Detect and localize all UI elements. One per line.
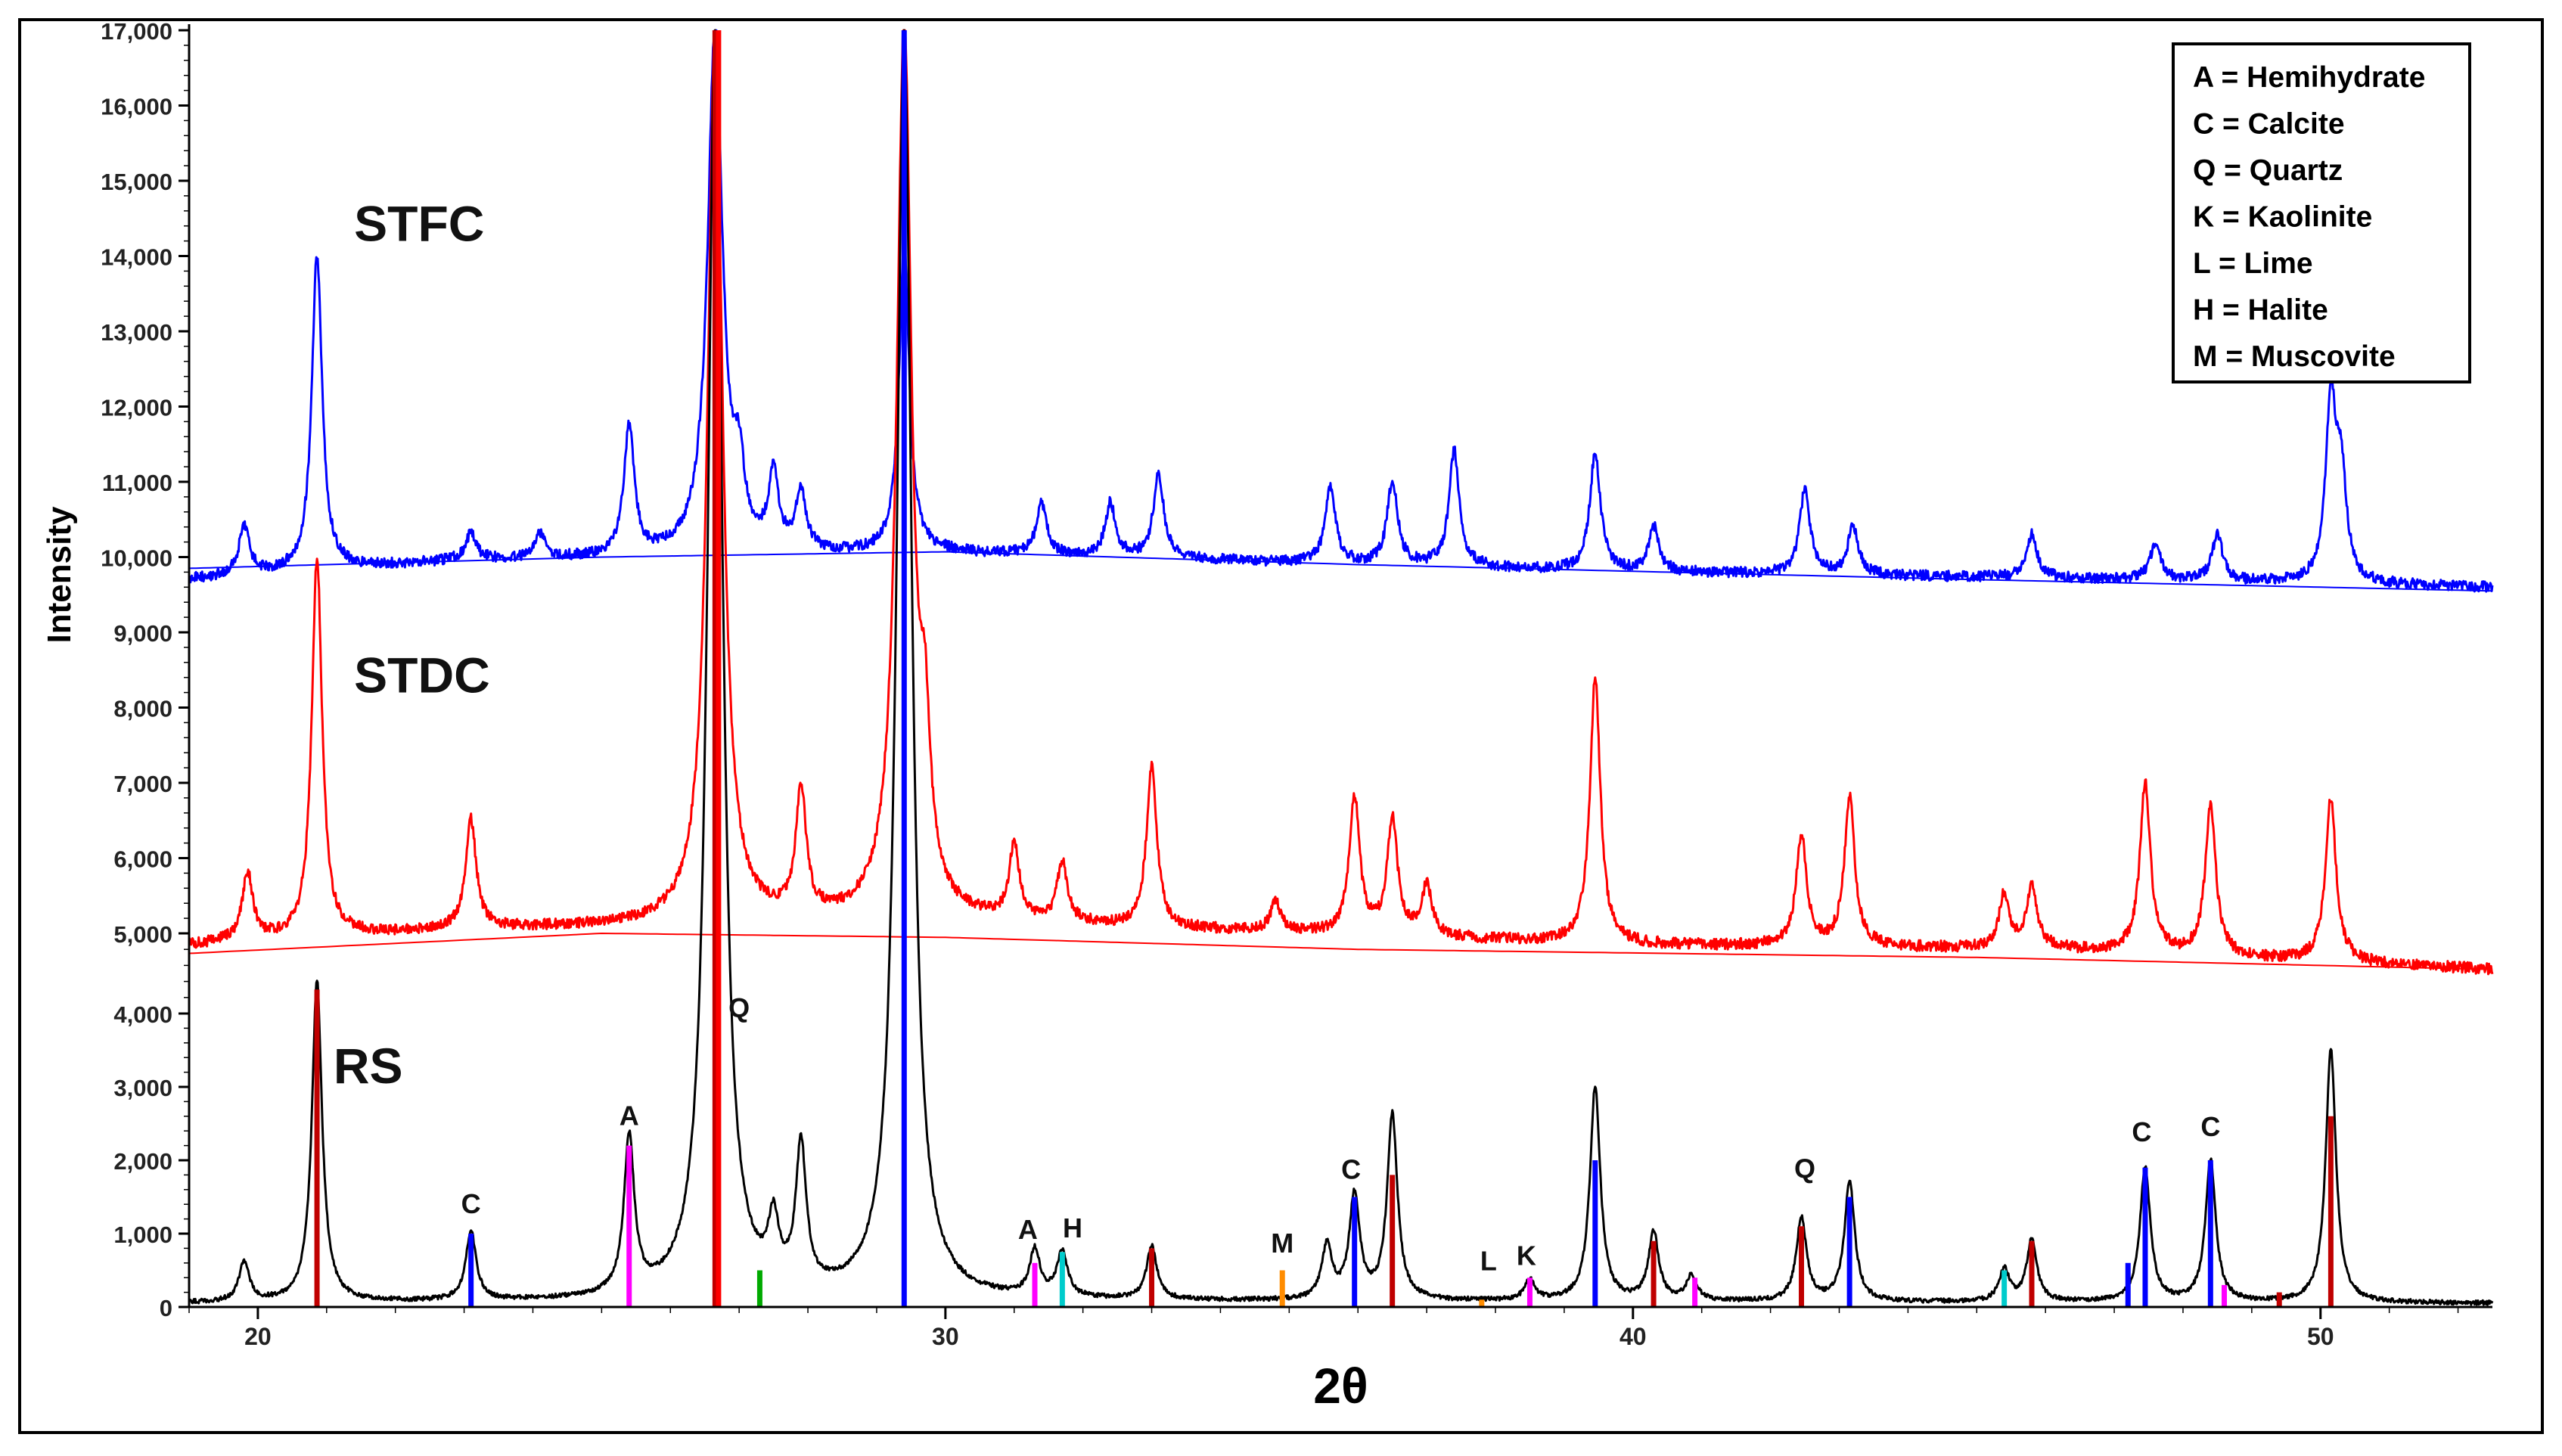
- phase-label: L: [1480, 1246, 1497, 1277]
- legend-entry: C = Calcite: [2193, 108, 2345, 141]
- y-tick-label: 7,000: [113, 771, 172, 797]
- phase-label: A: [620, 1100, 639, 1131]
- series-line-stdc: [188, 29, 2494, 976]
- phase-label: Q: [1794, 1153, 1815, 1184]
- x-tick-label: 40: [1619, 1323, 1647, 1350]
- y-tick-label: 6,000: [113, 846, 172, 873]
- y-tick-label: 5,000: [113, 921, 172, 948]
- series-label: STDC: [354, 647, 490, 703]
- y-tick-label: 2,000: [113, 1148, 172, 1175]
- series-line-rs: [188, 29, 2494, 1306]
- y-tick-label: 17,000: [101, 18, 172, 45]
- legend-entry: A = Hemihydrate: [2193, 61, 2425, 94]
- phase-label: H: [1063, 1212, 1082, 1243]
- y-tick-label: 4,000: [113, 1001, 172, 1028]
- y-axis-label: Intensity: [41, 506, 78, 643]
- phase-label: C: [461, 1188, 481, 1219]
- series-line-stfc: [188, 29, 2494, 593]
- phase-label: C: [2132, 1116, 2151, 1147]
- series-background-stdc: [188, 932, 2493, 970]
- y-tick-label: 11,000: [102, 470, 172, 496]
- legend-entry: Q = Quartz: [2193, 154, 2343, 187]
- phase-label: Q: [728, 992, 750, 1023]
- legend-entry: K = Kaolinite: [2193, 201, 2372, 234]
- legend-entry: M = Muscovite: [2193, 340, 2396, 373]
- phase-label: M: [1271, 1228, 1293, 1259]
- legend-entry: L = Lime: [2193, 247, 2313, 280]
- y-tick-label: 16,000: [101, 94, 172, 120]
- series-label: RS: [334, 1038, 403, 1094]
- y-tick-label: 13,000: [101, 319, 172, 346]
- legend-box: [2172, 42, 2471, 383]
- y-tick-label: 3,000: [113, 1075, 172, 1101]
- x-tick-label: 30: [932, 1323, 959, 1350]
- y-tick-label: 0: [160, 1295, 172, 1321]
- series-label: STFC: [354, 196, 484, 252]
- phase-label: C: [2200, 1111, 2220, 1142]
- phase-label: C: [1341, 1153, 1361, 1184]
- phase-label: A: [1018, 1214, 1038, 1245]
- legend-entry: H = Halite: [2193, 294, 2328, 327]
- x-axis-label: 2θ: [1313, 1358, 1368, 1414]
- y-tick-label: 10,000: [101, 545, 172, 572]
- y-tick-label: 14,000: [101, 244, 172, 271]
- y-tick-label: 1,000: [113, 1222, 172, 1248]
- y-tick-label: 15,000: [101, 169, 172, 195]
- x-tick-label: 20: [244, 1323, 272, 1350]
- phase-label: K: [1517, 1240, 1536, 1271]
- y-tick-label: 8,000: [113, 696, 172, 722]
- x-tick-label: 50: [2307, 1323, 2334, 1350]
- y-tick-label: 12,000: [101, 395, 172, 421]
- outer-border: [18, 18, 2544, 1434]
- y-tick-label: 9,000: [113, 620, 172, 647]
